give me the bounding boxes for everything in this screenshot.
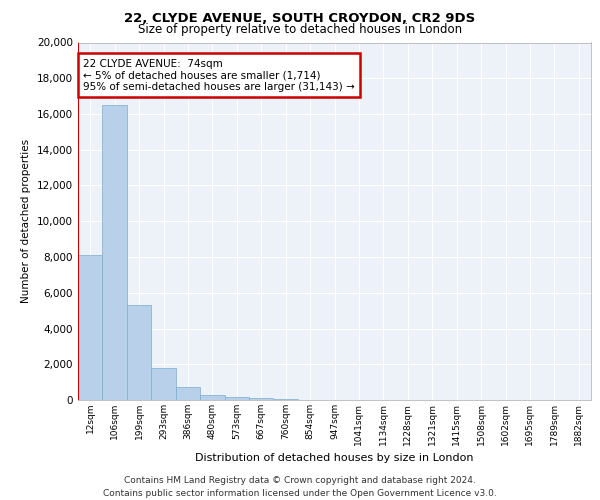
Bar <box>274 399 298 400</box>
Bar <box>78 255 103 400</box>
Bar <box>151 368 176 400</box>
Bar <box>127 306 151 400</box>
Bar <box>103 105 127 400</box>
Text: 22 CLYDE AVENUE:  74sqm
← 5% of detached houses are smaller (1,714)
95% of semi-: 22 CLYDE AVENUE: 74sqm ← 5% of detached … <box>83 58 355 92</box>
Text: Contains HM Land Registry data © Crown copyright and database right 2024.
Contai: Contains HM Land Registry data © Crown c… <box>103 476 497 498</box>
Text: 22, CLYDE AVENUE, SOUTH CROYDON, CR2 9DS: 22, CLYDE AVENUE, SOUTH CROYDON, CR2 9DS <box>124 12 476 26</box>
X-axis label: Distribution of detached houses by size in London: Distribution of detached houses by size … <box>195 453 474 463</box>
Bar <box>224 397 249 400</box>
Bar <box>200 395 224 400</box>
Y-axis label: Number of detached properties: Number of detached properties <box>22 139 31 304</box>
Bar <box>249 398 274 400</box>
Text: Size of property relative to detached houses in London: Size of property relative to detached ho… <box>138 22 462 36</box>
Bar <box>176 388 200 400</box>
